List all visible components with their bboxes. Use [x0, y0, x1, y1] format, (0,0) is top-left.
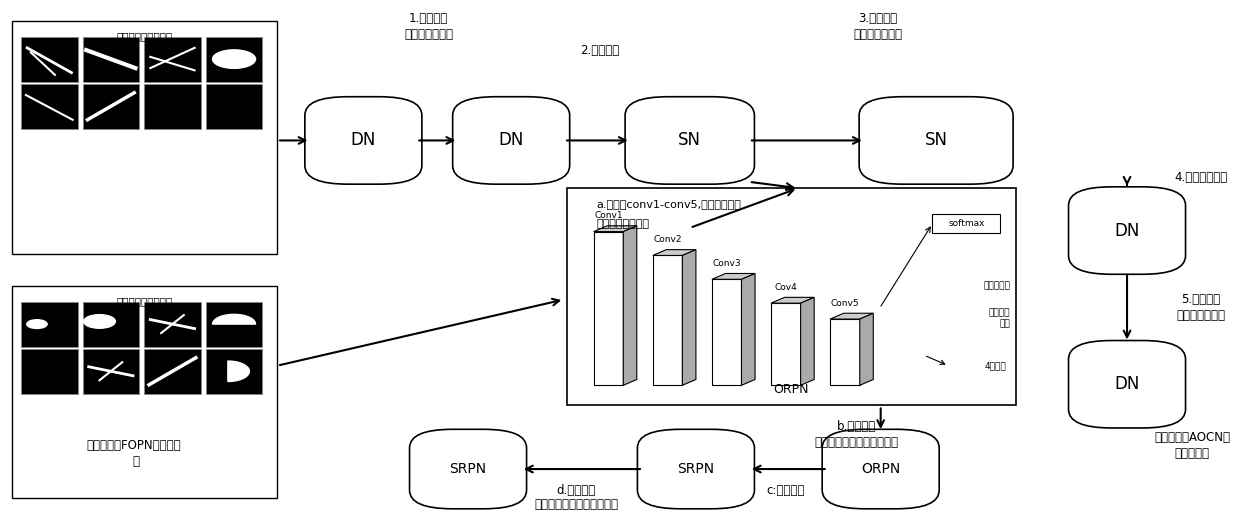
- Circle shape: [84, 315, 115, 328]
- Text: SN: SN: [924, 131, 948, 149]
- FancyBboxPatch shape: [410, 429, 527, 509]
- Text: 区域提取训练数据集: 区域提取训练数据集: [116, 296, 173, 306]
- Polygon shape: [800, 297, 814, 385]
- Text: 2.网络剪枝: 2.网络剪枝: [580, 44, 620, 57]
- Polygon shape: [771, 297, 814, 303]
- Polygon shape: [860, 313, 873, 385]
- Text: Cov4: Cov4: [774, 283, 797, 292]
- Bar: [21, 84, 78, 129]
- Bar: [83, 84, 139, 129]
- Text: 信息：类别标签: 信息：类别标签: [1177, 309, 1225, 322]
- Text: 信息：类别标签: 信息：类别标签: [854, 28, 903, 41]
- Text: DN: DN: [1114, 222, 1140, 240]
- Bar: [21, 37, 78, 82]
- Text: 并训练完毕: 并训练完毕: [1175, 447, 1209, 460]
- Bar: [12, 286, 278, 498]
- Bar: [593, 232, 623, 385]
- FancyBboxPatch shape: [452, 96, 570, 184]
- Text: 信息：类别标签与位置标签: 信息：类别标签与位置标签: [814, 436, 898, 449]
- Bar: [712, 279, 741, 385]
- Polygon shape: [830, 313, 873, 319]
- Text: Conv1: Conv1: [595, 211, 623, 220]
- Text: ORPN: ORPN: [773, 383, 809, 396]
- FancyBboxPatch shape: [1068, 187, 1186, 275]
- Polygon shape: [683, 250, 696, 385]
- Bar: [144, 349, 201, 394]
- Polygon shape: [712, 273, 755, 279]
- Text: 5.稠密训练: 5.稠密训练: [1181, 293, 1220, 306]
- Bar: [21, 349, 78, 394]
- Text: SRPN: SRPN: [450, 462, 487, 476]
- Text: DN: DN: [1114, 375, 1140, 393]
- Text: a.复用的conv1-conv5,组合区域分类: a.复用的conv1-conv5,组合区域分类: [596, 199, 741, 209]
- FancyBboxPatch shape: [1068, 340, 1186, 428]
- Bar: [830, 319, 860, 385]
- Polygon shape: [213, 314, 255, 324]
- Text: 3.稀疏训练: 3.稀疏训练: [859, 12, 898, 25]
- Text: ORPN: ORPN: [861, 462, 901, 476]
- Text: 区域分类层: 区域分类层: [983, 282, 1010, 290]
- Text: 信息：类别标签: 信息：类别标签: [404, 28, 453, 41]
- Text: 层与包围盒回归层: 层与包围盒回归层: [596, 219, 649, 229]
- Text: softmax: softmax: [948, 219, 985, 228]
- Bar: [771, 303, 800, 385]
- Text: DN: DN: [351, 131, 377, 149]
- Polygon shape: [653, 250, 696, 255]
- FancyBboxPatch shape: [823, 429, 939, 509]
- Text: 包围盒回
归层: 包围盒回 归层: [989, 308, 1010, 328]
- Bar: [144, 302, 201, 347]
- Bar: [144, 84, 201, 129]
- Text: 毕: 毕: [133, 455, 139, 467]
- Text: Conv2: Conv2: [653, 235, 681, 244]
- FancyBboxPatch shape: [626, 96, 755, 184]
- Bar: [83, 37, 139, 82]
- Text: 目标分类训练数据集: 目标分类训练数据集: [116, 31, 173, 41]
- Text: 4.恢复剪掉的枝: 4.恢复剪掉的枝: [1175, 171, 1228, 184]
- Bar: [206, 302, 263, 347]
- Bar: [206, 84, 263, 129]
- Text: 至此，得到FOPN，训练完: 至此，得到FOPN，训练完: [87, 439, 181, 452]
- Text: 至此，得到AOCN，: 至此，得到AOCN，: [1155, 431, 1230, 444]
- FancyBboxPatch shape: [859, 96, 1014, 184]
- Text: 1.稠密训练: 1.稠密训练: [409, 12, 449, 25]
- Bar: [206, 349, 263, 394]
- Text: Conv5: Conv5: [830, 299, 860, 308]
- Circle shape: [27, 320, 47, 329]
- Text: Conv3: Conv3: [712, 259, 741, 268]
- FancyBboxPatch shape: [305, 96, 421, 184]
- Bar: [144, 37, 201, 82]
- Polygon shape: [623, 226, 637, 385]
- Polygon shape: [593, 226, 637, 232]
- Text: b.稀疏训练: b.稀疏训练: [836, 420, 876, 433]
- Bar: [653, 255, 683, 385]
- Text: SN: SN: [678, 131, 701, 149]
- Text: 4个偏移: 4个偏移: [985, 361, 1006, 370]
- Bar: [21, 302, 78, 347]
- Polygon shape: [228, 361, 249, 382]
- Text: d.稀疏训练: d.稀疏训练: [556, 484, 596, 497]
- Text: c:网络剪枝: c:网络剪枝: [767, 484, 805, 497]
- Bar: [566, 188, 1016, 405]
- Bar: [83, 349, 139, 394]
- Polygon shape: [741, 273, 755, 385]
- Bar: [83, 302, 139, 347]
- Circle shape: [213, 50, 255, 68]
- Bar: [12, 21, 278, 254]
- Bar: [206, 37, 263, 82]
- Text: 信息：类别标签与位置标签: 信息：类别标签与位置标签: [534, 498, 618, 511]
- FancyBboxPatch shape: [637, 429, 755, 509]
- Text: SRPN: SRPN: [678, 462, 715, 476]
- Bar: [933, 214, 1000, 233]
- Text: DN: DN: [498, 131, 524, 149]
